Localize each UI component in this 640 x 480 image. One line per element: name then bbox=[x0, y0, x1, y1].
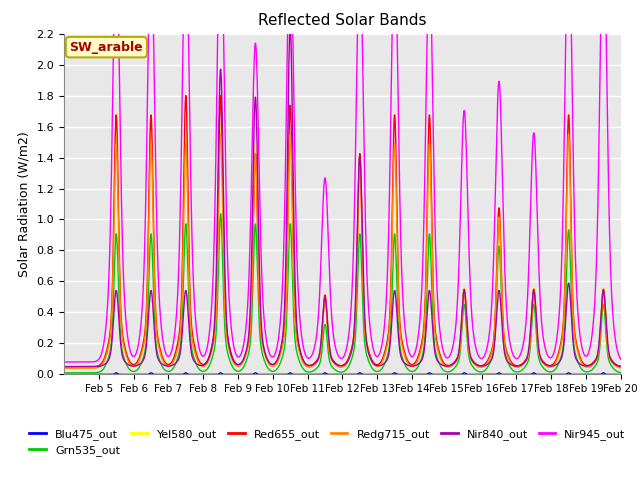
Redg715_out bbox=[517, 363, 525, 369]
Line: Red655_out: Red655_out bbox=[64, 96, 621, 367]
Nir840_out bbox=[115, 322, 123, 327]
Grn535_out bbox=[617, 370, 625, 375]
Grn535_out bbox=[201, 368, 209, 374]
Line: Redg715_out: Redg715_out bbox=[64, 134, 621, 368]
Nir840_out bbox=[201, 361, 209, 367]
Red655_out bbox=[182, 93, 189, 98]
Yel580_out bbox=[504, 351, 511, 357]
Nir840_out bbox=[595, 346, 602, 352]
Nir945_out bbox=[504, 319, 511, 324]
Blu475_out bbox=[60, 372, 68, 377]
Grn535_out bbox=[60, 370, 68, 376]
Blu475_out bbox=[115, 372, 123, 377]
Grn535_out bbox=[115, 303, 123, 309]
Nir840_out bbox=[286, 24, 294, 29]
Red655_out bbox=[201, 361, 209, 367]
Red655_out bbox=[617, 363, 625, 369]
Nir840_out bbox=[504, 359, 511, 364]
Yel580_out bbox=[595, 348, 602, 354]
Redg715_out bbox=[201, 363, 209, 369]
Yel580_out bbox=[60, 365, 68, 371]
Nir840_out bbox=[517, 362, 525, 368]
Legend: Blu475_out, Grn535_out, Yel580_out, Red655_out, Redg715_out, Nir840_out, Nir945_: Blu475_out, Grn535_out, Yel580_out, Red6… bbox=[25, 424, 630, 460]
Red655_out bbox=[595, 349, 602, 355]
Yel580_out bbox=[555, 350, 563, 356]
Blu475_out bbox=[517, 372, 525, 377]
Y-axis label: Solar Radiation (W/m2): Solar Radiation (W/m2) bbox=[18, 131, 31, 277]
Blu475_out bbox=[504, 372, 511, 377]
Blu475_out bbox=[595, 372, 602, 377]
Blu475_out bbox=[201, 372, 209, 377]
Line: Yel580_out: Yel580_out bbox=[64, 124, 621, 368]
Blu475_out bbox=[617, 372, 625, 377]
Nir945_out bbox=[617, 356, 625, 362]
Yel580_out bbox=[517, 363, 525, 369]
Nir840_out bbox=[555, 360, 563, 366]
Text: SW_arable: SW_arable bbox=[70, 41, 143, 54]
Redg715_out bbox=[564, 131, 572, 137]
Line: Blu475_out: Blu475_out bbox=[64, 373, 621, 374]
Nir945_out bbox=[115, 60, 123, 65]
Red655_out bbox=[555, 349, 563, 355]
Nir840_out bbox=[617, 363, 625, 369]
Yel580_out bbox=[217, 121, 225, 127]
Grn535_out bbox=[217, 211, 225, 216]
Nir945_out bbox=[555, 319, 563, 324]
Red655_out bbox=[504, 351, 511, 357]
Grn535_out bbox=[595, 356, 602, 361]
Redg715_out bbox=[595, 350, 602, 356]
Redg715_out bbox=[555, 352, 563, 358]
Grn535_out bbox=[504, 358, 511, 364]
Red655_out bbox=[115, 247, 123, 252]
Nir945_out bbox=[595, 175, 602, 180]
Nir840_out bbox=[60, 364, 68, 370]
Line: Grn535_out: Grn535_out bbox=[64, 214, 621, 373]
Grn535_out bbox=[517, 368, 525, 374]
Nir945_out bbox=[201, 352, 209, 358]
Nir945_out bbox=[517, 350, 525, 356]
Redg715_out bbox=[504, 353, 511, 359]
Redg715_out bbox=[115, 261, 123, 267]
Grn535_out bbox=[555, 360, 563, 366]
Yel580_out bbox=[201, 362, 209, 368]
Redg715_out bbox=[617, 365, 625, 371]
Yel580_out bbox=[617, 365, 625, 371]
Line: Nir945_out: Nir945_out bbox=[64, 0, 621, 362]
Redg715_out bbox=[60, 365, 68, 371]
Nir945_out bbox=[60, 359, 68, 365]
Line: Nir840_out: Nir840_out bbox=[64, 26, 621, 367]
Title: Reflected Solar Bands: Reflected Solar Bands bbox=[258, 13, 427, 28]
Red655_out bbox=[60, 364, 68, 370]
Red655_out bbox=[517, 362, 525, 368]
Blu475_out bbox=[555, 372, 563, 377]
Blu475_out bbox=[600, 370, 607, 376]
Yel580_out bbox=[115, 253, 123, 259]
